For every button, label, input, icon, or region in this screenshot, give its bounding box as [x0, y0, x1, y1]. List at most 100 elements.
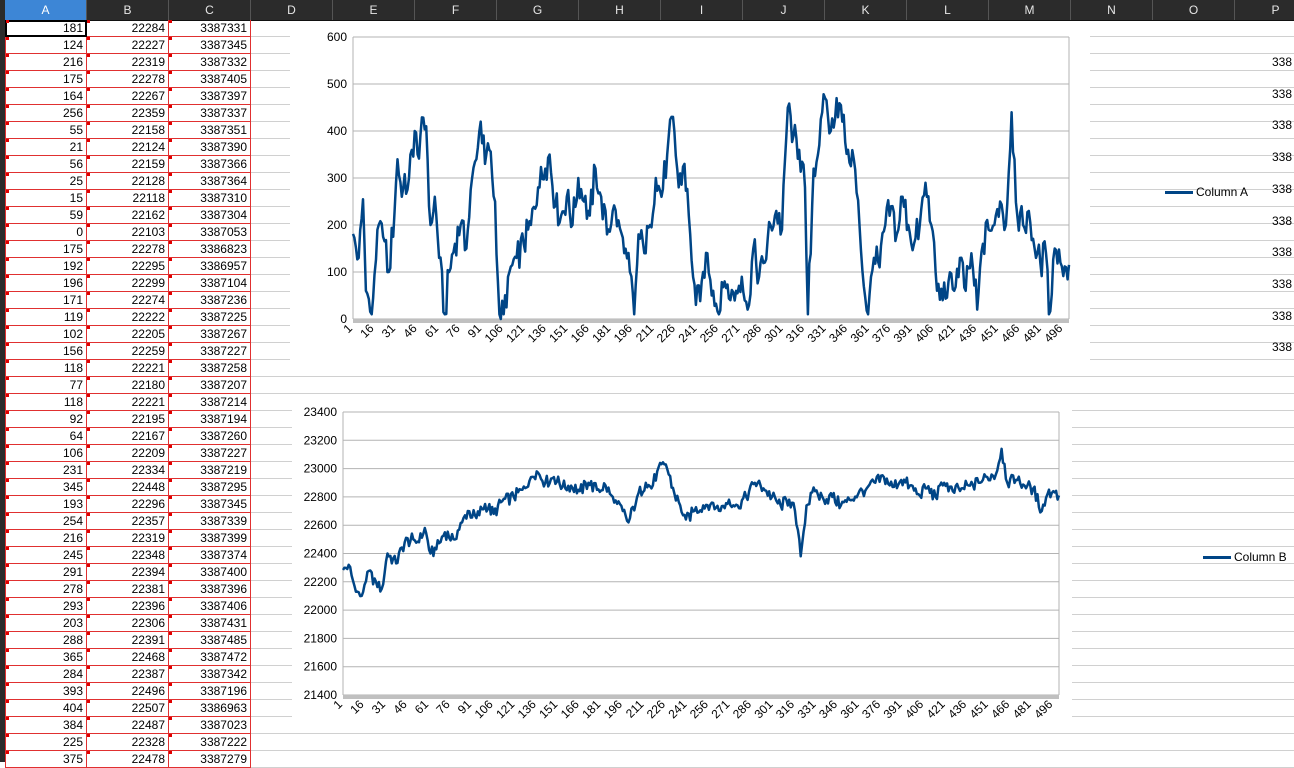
cell-a-8[interactable]: 21 [5, 139, 87, 156]
cell-c-27[interactable]: 3387219 [169, 462, 251, 479]
cell-a-7[interactable]: 55 [5, 122, 87, 139]
cell-a-18[interactable]: 119 [5, 309, 87, 326]
cell-a-24[interactable]: 92 [5, 411, 87, 428]
cell-b-13[interactable]: 22103 [87, 224, 169, 241]
cell-a-2[interactable]: 124 [5, 37, 87, 54]
cell-p-7[interactable]: 338 [1272, 245, 1293, 260]
cell-b-19[interactable]: 22205 [87, 326, 169, 343]
cell-a-17[interactable]: 171 [5, 292, 87, 309]
cell-b-34[interactable]: 22381 [87, 581, 169, 598]
cell-a-15[interactable]: 192 [5, 258, 87, 275]
cell-c-1[interactable]: 3387331 [169, 20, 251, 37]
cell-c-25[interactable]: 3387260 [169, 428, 251, 445]
cell-a-13[interactable]: 0 [5, 224, 87, 241]
cell-b-23[interactable]: 22221 [87, 394, 169, 411]
cell-a-39[interactable]: 284 [5, 666, 87, 683]
cell-b-42[interactable]: 22487 [87, 717, 169, 734]
cell-b-36[interactable]: 22306 [87, 615, 169, 632]
cell-c-41[interactable]: 3386963 [169, 700, 251, 717]
cell-b-4[interactable]: 22278 [87, 71, 169, 88]
cell-b-32[interactable]: 22348 [87, 547, 169, 564]
cell-c-33[interactable]: 3387400 [169, 564, 251, 581]
cell-b-6[interactable]: 22359 [87, 105, 169, 122]
column-header-b[interactable]: B [87, 0, 169, 20]
cell-a-9[interactable]: 56 [5, 156, 87, 173]
cell-c-13[interactable]: 3387053 [169, 224, 251, 241]
cell-b-11[interactable]: 22118 [87, 190, 169, 207]
cell-b-37[interactable]: 22391 [87, 632, 169, 649]
cell-c-32[interactable]: 3387374 [169, 547, 251, 564]
cell-c-22[interactable]: 3387207 [169, 377, 251, 394]
cell-a-4[interactable]: 175 [5, 71, 87, 88]
cell-c-8[interactable]: 3387390 [169, 139, 251, 156]
cell-c-24[interactable]: 3387194 [169, 411, 251, 428]
cell-a-31[interactable]: 216 [5, 530, 87, 547]
cell-a-14[interactable]: 175 [5, 241, 87, 258]
cell-a-42[interactable]: 384 [5, 717, 87, 734]
column-header-k[interactable]: K [825, 0, 907, 20]
cell-b-14[interactable]: 22278 [87, 241, 169, 258]
cell-p-9[interactable]: 338 [1272, 308, 1293, 323]
cell-b-33[interactable]: 22394 [87, 564, 169, 581]
cell-c-6[interactable]: 3387337 [169, 105, 251, 122]
cell-a-27[interactable]: 231 [5, 462, 87, 479]
cell-c-21[interactable]: 3387258 [169, 360, 251, 377]
cell-c-2[interactable]: 3387345 [169, 37, 251, 54]
cell-c-40[interactable]: 3387196 [169, 683, 251, 700]
cell-b-35[interactable]: 22396 [87, 598, 169, 615]
cell-c-17[interactable]: 3387236 [169, 292, 251, 309]
cell-c-35[interactable]: 3387406 [169, 598, 251, 615]
cell-b-7[interactable]: 22158 [87, 122, 169, 139]
cell-c-23[interactable]: 3387214 [169, 394, 251, 411]
cell-b-8[interactable]: 22124 [87, 139, 169, 156]
cell-c-42[interactable]: 3387023 [169, 717, 251, 734]
cell-b-39[interactable]: 22387 [87, 666, 169, 683]
cell-b-10[interactable]: 22128 [87, 173, 169, 190]
cell-p-10[interactable]: 338 [1272, 340, 1293, 355]
column-header-e[interactable]: E [333, 0, 415, 20]
cell-c-11[interactable]: 3387310 [169, 190, 251, 207]
cell-c-9[interactable]: 3387366 [169, 156, 251, 173]
cell-b-5[interactable]: 22267 [87, 88, 169, 105]
cell-a-30[interactable]: 254 [5, 513, 87, 530]
cell-p-2[interactable]: 338 [1272, 86, 1293, 101]
column-header-o[interactable]: O [1153, 0, 1235, 20]
cell-p-6[interactable]: 338 [1272, 213, 1293, 228]
cell-b-27[interactable]: 22334 [87, 462, 169, 479]
column-header-d[interactable]: D [251, 0, 333, 20]
cell-c-43[interactable]: 3387222 [169, 734, 251, 751]
cell-c-4[interactable]: 3387405 [169, 71, 251, 88]
cell-p-5[interactable]: 338 [1272, 181, 1293, 196]
cell-b-21[interactable]: 22221 [87, 360, 169, 377]
cell-b-41[interactable]: 22507 [87, 700, 169, 717]
cell-c-18[interactable]: 3387225 [169, 309, 251, 326]
cell-a-25[interactable]: 64 [5, 428, 87, 445]
cell-b-3[interactable]: 22319 [87, 54, 169, 71]
cell-b-31[interactable]: 22319 [87, 530, 169, 547]
cell-c-37[interactable]: 3387485 [169, 632, 251, 649]
column-header-a[interactable]: A [5, 0, 87, 20]
cell-a-28[interactable]: 345 [5, 479, 87, 496]
cell-c-16[interactable]: 3387104 [169, 275, 251, 292]
cell-b-15[interactable]: 22295 [87, 258, 169, 275]
cell-a-19[interactable]: 102 [5, 326, 87, 343]
cell-c-5[interactable]: 3387397 [169, 88, 251, 105]
cell-c-30[interactable]: 3387339 [169, 513, 251, 530]
cell-a-32[interactable]: 245 [5, 547, 87, 564]
cell-c-44[interactable]: 3387279 [169, 751, 251, 768]
cell-c-19[interactable]: 3387267 [169, 326, 251, 343]
cell-b-26[interactable]: 22209 [87, 445, 169, 462]
chart-column-a[interactable]: 0 100 200 300 400 500 600 1 16 31 46 61 76 91 106 121 13… [290, 26, 1090, 376]
cell-b-38[interactable]: 22468 [87, 649, 169, 666]
cell-a-44[interactable]: 375 [5, 751, 87, 768]
cell-b-43[interactable]: 22328 [87, 734, 169, 751]
cell-b-20[interactable]: 22259 [87, 343, 169, 360]
column-header-m[interactable]: M [989, 0, 1071, 20]
cell-c-39[interactable]: 3387342 [169, 666, 251, 683]
cell-a-23[interactable]: 118 [5, 394, 87, 411]
cell-p-1[interactable]: 338 [1272, 55, 1293, 69]
column-header-j[interactable]: J [743, 0, 825, 20]
cell-p-8[interactable]: 338 [1272, 276, 1293, 291]
cell-b-17[interactable]: 22274 [87, 292, 169, 309]
cell-c-12[interactable]: 3387304 [169, 207, 251, 224]
